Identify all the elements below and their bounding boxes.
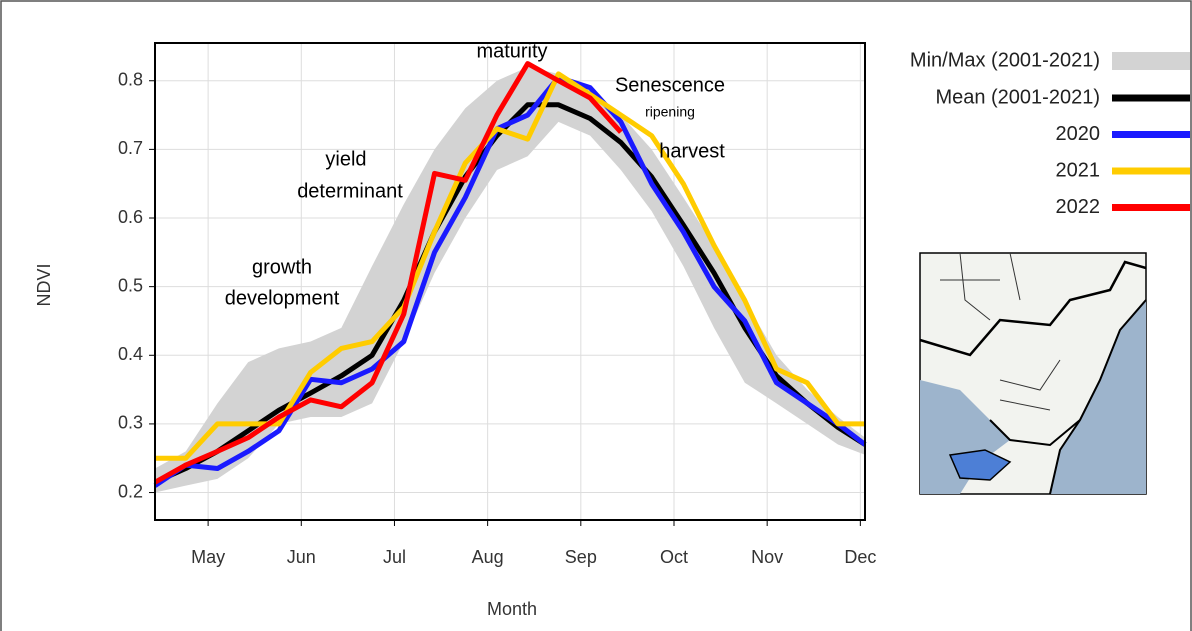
legend-label: 2021 xyxy=(1056,159,1101,181)
legend-label: 2022 xyxy=(1056,196,1101,218)
annotation: growth xyxy=(252,256,312,278)
annotation: Senescence xyxy=(615,74,725,96)
x-tick-label: Sep xyxy=(565,547,597,567)
legend-label: Mean (2001-2021) xyxy=(935,86,1100,108)
x-tick-label: Aug xyxy=(472,547,504,567)
y-axis-label: NDVI xyxy=(34,263,54,306)
y-tick-label: 0.3 xyxy=(118,413,143,433)
annotation: determinant xyxy=(297,180,403,202)
map-inset xyxy=(920,253,1146,494)
annotation: development xyxy=(225,287,340,309)
annotation: harvest xyxy=(659,140,725,162)
annotation: yield xyxy=(325,148,366,170)
annotation: ripening xyxy=(645,104,695,120)
annotation: maturity xyxy=(476,40,547,62)
x-tick-label: Jul xyxy=(383,547,406,567)
x-tick-label: Oct xyxy=(660,547,688,567)
x-tick-label: Nov xyxy=(751,547,783,567)
chart: NDVI Month 0.2 0.3 0.4 0.5 0.6 0.7 0.8 May Jun Ju… xyxy=(0,0,1192,631)
legend-label: Min/Max (2001-2021) xyxy=(910,49,1100,71)
y-tick-label: 0.4 xyxy=(118,344,143,364)
legend-label: 2020 xyxy=(1056,123,1101,145)
x-tick-label: Jun xyxy=(287,547,316,567)
y-tick-label: 0.7 xyxy=(118,138,143,158)
y-tick-label: 0.5 xyxy=(118,275,143,295)
legend-swatch xyxy=(1112,52,1190,70)
x-tick-label: May xyxy=(191,547,225,567)
y-tick-label: 0.8 xyxy=(118,69,143,89)
legend: Min/Max (2001-2021) Mean (2001-2021) 2020 2… xyxy=(910,49,1190,218)
x-axis-label: Month xyxy=(487,599,537,619)
y-tick-label: 0.6 xyxy=(118,207,143,227)
y-tick-label: 0.2 xyxy=(118,481,143,501)
x-tick-label: Dec xyxy=(844,547,876,567)
